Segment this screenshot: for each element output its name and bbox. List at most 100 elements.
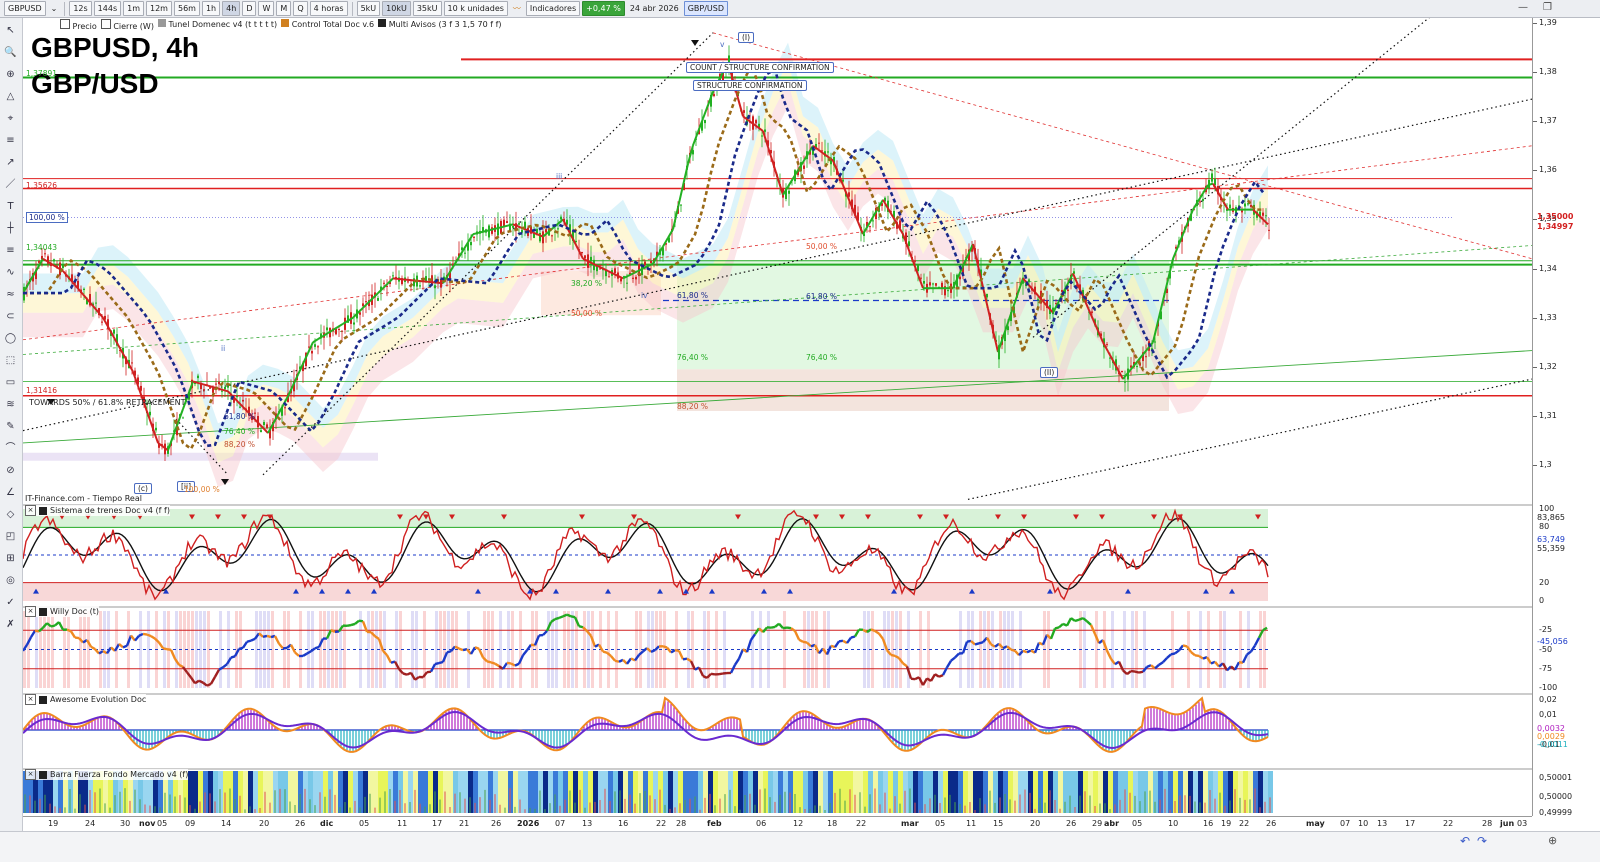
willy-line-segment (1071, 618, 1075, 621)
price-line-segment (328, 330, 333, 333)
tool-icon-25[interactable]: ◎ (4, 574, 17, 587)
close-pane-icon[interactable]: × (25, 505, 36, 516)
x-tick-label: mar (901, 819, 919, 828)
wave-c-label[interactable]: (c) (134, 483, 152, 494)
tool-icon-19[interactable]: ⌒ (4, 442, 17, 455)
price-tag: 1,34997 (1535, 222, 1575, 231)
close-pane-icon[interactable]: × (25, 606, 36, 617)
candle-body (560, 217, 562, 220)
willy-line-segment (975, 643, 979, 644)
chevron-down-icon[interactable]: ⌄ (48, 2, 61, 15)
tool-icon-27[interactable]: ✗ (4, 618, 17, 631)
tool-icon-1[interactable]: 🔍 (4, 46, 17, 59)
tool-icon-18[interactable]: ✎ (4, 420, 17, 433)
tf-1h[interactable]: 1h (202, 1, 220, 16)
tool-icon-12[interactable]: ≈ (4, 288, 17, 301)
undo-icon[interactable]: ↶ (1460, 834, 1470, 848)
count-confirmation-label[interactable]: COUNT / STRUCTURE CONFIRMATION (686, 62, 834, 73)
wave-i-label[interactable]: (I) (738, 32, 754, 43)
tool-icon-9[interactable]: ┼ (4, 222, 17, 235)
settings-icon[interactable] (39, 608, 47, 616)
tool-icon-20[interactable]: ⊘ (4, 464, 17, 477)
tick-35ku[interactable]: 35kU (413, 1, 442, 16)
tool-icon-11[interactable]: ∿ (4, 266, 17, 279)
tool-icon-7[interactable]: ／ (4, 178, 17, 191)
tool-icon-17[interactable]: ≋ (4, 398, 17, 411)
tf-12m[interactable]: 12m (146, 1, 172, 16)
willy-line-segment (491, 662, 495, 663)
zoom-icon[interactable]: ⊕ (1548, 834, 1557, 847)
willy-line-segment (879, 634, 883, 639)
wave-ii-label[interactable]: (II) (1040, 367, 1058, 378)
candle-body (263, 422, 265, 425)
price-line-segment (208, 386, 213, 387)
tf-d[interactable]: D (242, 1, 256, 16)
indicators-button[interactable]: Indicadores (526, 1, 580, 16)
indicators-icon[interactable]: 〰 (510, 2, 524, 15)
tool-icon-6[interactable]: ↗ (4, 156, 17, 169)
tool-icon-14[interactable]: ◯ (4, 332, 17, 345)
tool-icon-8[interactable]: T (4, 200, 17, 213)
willy-line-segment (135, 636, 139, 641)
period-select[interactable]: 4 horas (310, 1, 348, 16)
settings-icon[interactable] (39, 771, 47, 779)
tool-icon-4[interactable]: ⌖ (4, 112, 17, 125)
price-line-segment (203, 384, 208, 385)
willy-line-segment (1135, 672, 1139, 673)
tool-icon-16[interactable]: ▭ (4, 376, 17, 389)
tf-1m[interactable]: 1m (123, 1, 144, 16)
candle-body (1145, 356, 1147, 357)
fuerza-bar (808, 771, 813, 813)
close-pane-icon[interactable]: × (25, 769, 36, 780)
close-pane-icon[interactable]: × (25, 694, 36, 705)
tick-5ku[interactable]: 5kU (357, 1, 381, 16)
candle-body (407, 281, 409, 282)
x-tick-label: abr (1104, 819, 1119, 828)
willy-line-segment (579, 626, 583, 627)
osc-tick-label: 0,01 (1539, 710, 1557, 719)
tf-q[interactable]: Q (293, 1, 307, 16)
tool-icon-0[interactable]: ↖ (4, 24, 17, 37)
x-tick-label: feb (707, 819, 722, 828)
settings-icon[interactable] (39, 696, 47, 704)
tool-icon-22[interactable]: ◇ (4, 508, 17, 521)
structure-confirmation-label[interactable]: STRUCTURE CONFIRMATION (693, 80, 807, 91)
candle-body (365, 301, 367, 302)
willy-line-segment (671, 650, 675, 652)
tf-12s[interactable]: 12s (69, 1, 91, 16)
willy-line-segment (1087, 621, 1091, 625)
tf-56m[interactable]: 56m (174, 1, 200, 16)
tool-icon-24[interactable]: ⊞ (4, 552, 17, 565)
tf-4h[interactable]: 4h (222, 1, 240, 16)
candle-body (203, 389, 205, 390)
redo-icon[interactable]: ↷ (1477, 834, 1487, 848)
willy-line-segment (1107, 651, 1111, 659)
pct-382-label: 38,20 % (571, 279, 602, 288)
minimize-icon[interactable]: — (1518, 2, 1528, 13)
tool-icon-21[interactable]: ∠ (4, 486, 17, 499)
tool-icon-26[interactable]: ✓ (4, 596, 17, 609)
price-line-segment (223, 390, 228, 391)
y-tick-label: 1,3 (1539, 460, 1552, 469)
tool-icon-5[interactable]: ≡ (4, 134, 17, 147)
tf-144s[interactable]: 144s (94, 1, 121, 16)
settings-icon[interactable] (39, 507, 47, 515)
pane-title-trenes-text: Sistema de trenes Doc v4 (f f) (50, 505, 170, 516)
tool-icon-15[interactable]: ⬚ (4, 354, 17, 367)
tf-w[interactable]: W (258, 1, 274, 16)
tool-icon-23[interactable]: ◰ (4, 530, 17, 543)
price-line-segment (338, 324, 343, 327)
level-137891: 1,37891 (26, 69, 57, 78)
symbol-select[interactable]: GBPUSD (4, 1, 46, 16)
units-select[interactable]: 10 k unidades (444, 1, 508, 16)
willy-line-segment (851, 636, 855, 637)
tool-icon-13[interactable]: ⊂ (4, 310, 17, 323)
tf-m[interactable]: M (276, 1, 291, 16)
tool-icon-10[interactable]: ≡ (4, 244, 17, 257)
restore-icon[interactable]: ❐ (1543, 2, 1552, 13)
tool-icon-3[interactable]: △ (4, 90, 17, 103)
tool-icon-2[interactable]: ⊕ (4, 68, 17, 81)
tick-10ku[interactable]: 10kU (382, 1, 411, 16)
